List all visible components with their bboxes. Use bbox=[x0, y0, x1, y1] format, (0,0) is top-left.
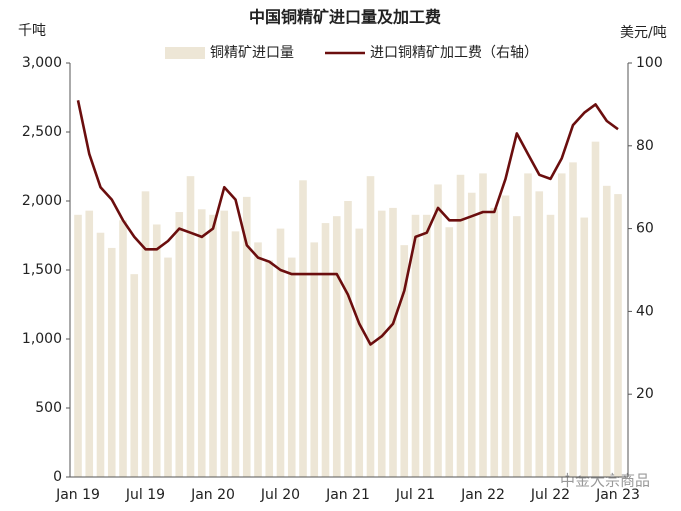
bar bbox=[321, 223, 330, 477]
bar bbox=[175, 212, 184, 478]
bar bbox=[299, 180, 307, 478]
bar bbox=[580, 217, 589, 477]
y2-tick-label: 80 bbox=[636, 138, 654, 154]
legend-swatch bbox=[165, 47, 205, 59]
bar bbox=[164, 257, 172, 477]
bar bbox=[512, 216, 521, 477]
y-tick-label: 1,500 bbox=[22, 262, 62, 278]
y-tick-label: 2,500 bbox=[22, 124, 62, 140]
x-tick-label: Jan 22 bbox=[460, 487, 505, 503]
bar bbox=[265, 260, 274, 477]
bar bbox=[389, 207, 397, 477]
y2-tick-label: 100 bbox=[636, 55, 663, 71]
y-tick-label: 1,000 bbox=[22, 331, 62, 347]
bar bbox=[377, 210, 386, 477]
y2-tick-label: 20 bbox=[636, 386, 654, 402]
bar bbox=[434, 184, 442, 477]
bar bbox=[569, 162, 577, 478]
bar bbox=[546, 214, 555, 478]
bar bbox=[197, 209, 206, 477]
bar bbox=[411, 214, 420, 478]
bar bbox=[456, 174, 465, 477]
y-axis-title: 千吨 bbox=[18, 23, 46, 39]
x-tick-label: Jul 21 bbox=[395, 487, 435, 503]
bar bbox=[287, 257, 296, 477]
line bbox=[76, 100, 619, 346]
y-tick-label: 0 bbox=[53, 469, 62, 485]
x-tick-label: Jul 19 bbox=[125, 487, 165, 503]
bar bbox=[74, 214, 82, 478]
bar bbox=[366, 176, 375, 477]
bar bbox=[276, 228, 285, 477]
legend-label: 进口铜精矿加工费（右轴） bbox=[370, 45, 538, 61]
bar bbox=[332, 216, 341, 477]
y-tick-label: 2,000 bbox=[22, 193, 62, 209]
bar bbox=[152, 224, 161, 477]
bar bbox=[96, 232, 105, 477]
bar bbox=[535, 191, 544, 477]
y2-tick-label: 60 bbox=[636, 221, 654, 237]
bar bbox=[186, 176, 195, 477]
bar bbox=[614, 194, 622, 477]
bar bbox=[254, 242, 262, 477]
bar bbox=[141, 191, 150, 477]
x-tick-label: Jan 21 bbox=[325, 487, 370, 503]
x-tick-label: Jan 19 bbox=[55, 487, 100, 503]
bar bbox=[445, 227, 454, 477]
bar bbox=[591, 141, 600, 477]
x-tick-label: Jan 20 bbox=[190, 487, 235, 503]
bar bbox=[501, 195, 510, 478]
bar bbox=[422, 214, 431, 478]
bar bbox=[557, 173, 566, 477]
bar bbox=[524, 173, 532, 477]
bar bbox=[467, 192, 476, 477]
bar bbox=[220, 210, 229, 477]
y-tick-label: 3,000 bbox=[22, 55, 62, 71]
bar bbox=[119, 220, 127, 477]
bar bbox=[310, 242, 319, 477]
y2-tick-label: 40 bbox=[636, 303, 654, 319]
bar bbox=[242, 196, 251, 478]
legend-label: 铜精矿进口量 bbox=[210, 45, 294, 61]
bar bbox=[85, 210, 94, 477]
chart-title: 中国铜精矿进口量及加工费 bbox=[249, 8, 441, 27]
bar bbox=[490, 207, 499, 477]
bar bbox=[355, 228, 364, 477]
y-tick-label: 500 bbox=[35, 400, 62, 416]
bar bbox=[130, 274, 139, 477]
bar bbox=[231, 231, 240, 477]
x-tick-label: Jul 20 bbox=[260, 487, 300, 503]
bar bbox=[400, 245, 409, 477]
bar bbox=[107, 247, 116, 477]
y2-axis-title: 美元/吨 bbox=[620, 25, 667, 41]
bar bbox=[344, 201, 352, 477]
x-tick-label: Jul 22 bbox=[530, 487, 570, 503]
bar bbox=[209, 214, 217, 478]
x-tick-label: Jan 23 bbox=[595, 487, 640, 503]
bar bbox=[479, 173, 487, 477]
bar bbox=[602, 185, 611, 477]
